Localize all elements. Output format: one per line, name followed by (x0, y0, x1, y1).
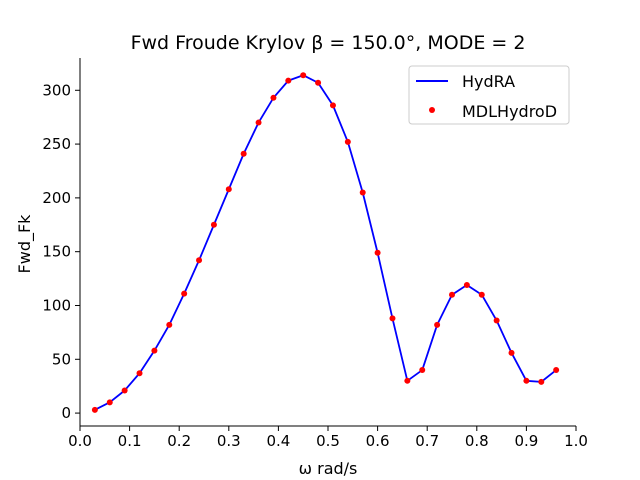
y-tick-label: 150 (42, 243, 71, 261)
data-point-mdlhydrod (136, 370, 143, 377)
data-point-mdlhydrod (181, 290, 188, 297)
x-tick-label: 0.0 (68, 432, 92, 450)
x-ticks: 0.0 0.1 0.2 0.3 0.4 0.5 0.6 0.7 0.8 0.9 1.0 (68, 426, 588, 450)
data-point-mdlhydrod (419, 367, 426, 374)
data-point-mdlhydrod (359, 189, 366, 196)
data-point-mdlhydrod (106, 399, 113, 406)
x-tick-label: 0.7 (415, 432, 439, 450)
data-point-mdlhydrod (538, 378, 545, 385)
data-point-mdlhydrod (449, 291, 455, 298)
y-tick-label: 0 (61, 404, 71, 422)
data-point-mdlhydrod (463, 282, 470, 289)
x-axis-label: ω rad/s (299, 459, 358, 478)
data-point-mdlhydrod (389, 315, 396, 322)
legend: HydRA MDLHydroD (408, 65, 570, 125)
data-point-mdlhydrod (553, 367, 560, 374)
data-point-mdlhydrod (151, 347, 158, 354)
data-point-mdlhydrod (523, 377, 530, 384)
data-point-mdlhydrod (374, 249, 381, 256)
legend-box (408, 65, 570, 125)
y-tick-label: 300 (42, 81, 71, 99)
data-point-mdlhydrod (196, 257, 203, 264)
data-point-mdlhydrod (508, 349, 515, 356)
y-tick-label: 250 (42, 135, 71, 153)
x-tick-label: 0.8 (465, 432, 489, 450)
data-point-mdlhydrod (255, 119, 262, 126)
y-tick-label: 200 (42, 189, 71, 207)
legend-swatch-mdlhydrod (429, 107, 435, 113)
plot-area (91, 72, 560, 413)
y-tick-label: 50 (52, 350, 71, 368)
x-tick-label: 0.2 (167, 432, 191, 450)
data-point-mdlhydrod (210, 221, 217, 228)
y-tick-label: 100 (42, 296, 71, 314)
data-point-mdlhydrod (478, 291, 485, 298)
legend-label-hydra: HydRA (462, 72, 515, 91)
legend-label-mdlhydrod: MDLHydroD (462, 102, 557, 121)
data-point-mdlhydrod (270, 94, 277, 101)
data-point-mdlhydrod (225, 186, 232, 193)
x-tick-label: 0.6 (366, 432, 390, 450)
data-point-mdlhydrod (329, 102, 336, 109)
data-point-mdlhydrod (344, 138, 351, 145)
data-point-mdlhydrod (493, 317, 500, 324)
data-point-mdlhydrod (285, 77, 292, 84)
data-point-mdlhydrod (91, 406, 98, 413)
data-point-mdlhydrod (240, 150, 247, 157)
x-tick-label: 0.1 (118, 432, 142, 450)
series-line-hydra (94, 74, 557, 411)
x-tick-label: 0.3 (217, 432, 241, 450)
data-point-mdlhydrod (300, 72, 307, 79)
data-point-mdlhydrod (404, 377, 411, 384)
x-tick-label: 0.9 (514, 432, 538, 450)
x-tick-label: 1.0 (564, 432, 588, 450)
data-point-mdlhydrod (166, 321, 173, 328)
data-point-mdlhydrod (121, 387, 128, 394)
y-axis-label: Fwd_Fk (15, 214, 35, 274)
chart-title: Fwd Froude Krylov β = 150.0°, MODE = 2 (131, 32, 526, 54)
x-tick-label: 0.4 (266, 432, 290, 450)
data-point-mdlhydrod (434, 321, 441, 328)
x-tick-label: 0.5 (316, 432, 340, 450)
y-ticks: 0 50 100 150 200 250 300 (42, 81, 80, 422)
data-point-mdlhydrod (315, 79, 322, 86)
